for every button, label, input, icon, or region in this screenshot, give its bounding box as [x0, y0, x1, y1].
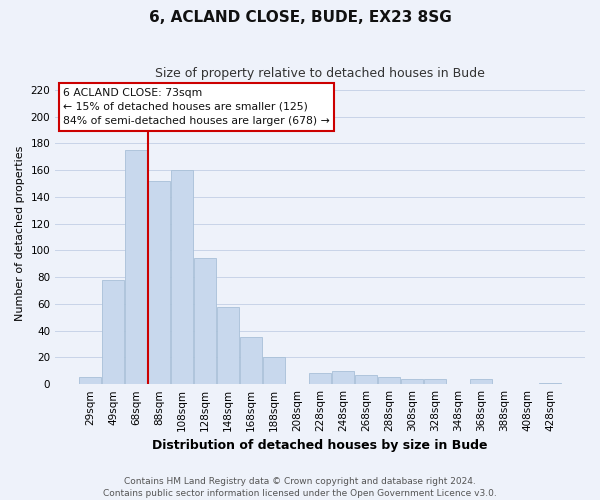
Bar	[539, 383, 561, 384]
Bar	[470, 379, 492, 384]
Bar	[125, 150, 147, 384]
Bar	[401, 379, 423, 384]
Bar	[332, 371, 354, 384]
X-axis label: Distribution of detached houses by size in Bude: Distribution of detached houses by size …	[152, 440, 488, 452]
Text: 6 ACLAND CLOSE: 73sqm
← 15% of detached houses are smaller (125)
84% of semi-det: 6 ACLAND CLOSE: 73sqm ← 15% of detached …	[63, 88, 330, 126]
Bar	[148, 181, 170, 384]
Bar	[240, 338, 262, 384]
Bar	[355, 375, 377, 384]
Bar	[424, 379, 446, 384]
Text: 6, ACLAND CLOSE, BUDE, EX23 8SG: 6, ACLAND CLOSE, BUDE, EX23 8SG	[149, 10, 451, 25]
Bar	[309, 374, 331, 384]
Bar	[194, 258, 216, 384]
Bar	[263, 358, 285, 384]
Bar	[79, 378, 101, 384]
Title: Size of property relative to detached houses in Bude: Size of property relative to detached ho…	[155, 68, 485, 80]
Y-axis label: Number of detached properties: Number of detached properties	[15, 146, 25, 322]
Bar	[217, 306, 239, 384]
Text: Contains HM Land Registry data © Crown copyright and database right 2024.
Contai: Contains HM Land Registry data © Crown c…	[103, 476, 497, 498]
Bar	[171, 170, 193, 384]
Bar	[378, 378, 400, 384]
Bar	[102, 280, 124, 384]
